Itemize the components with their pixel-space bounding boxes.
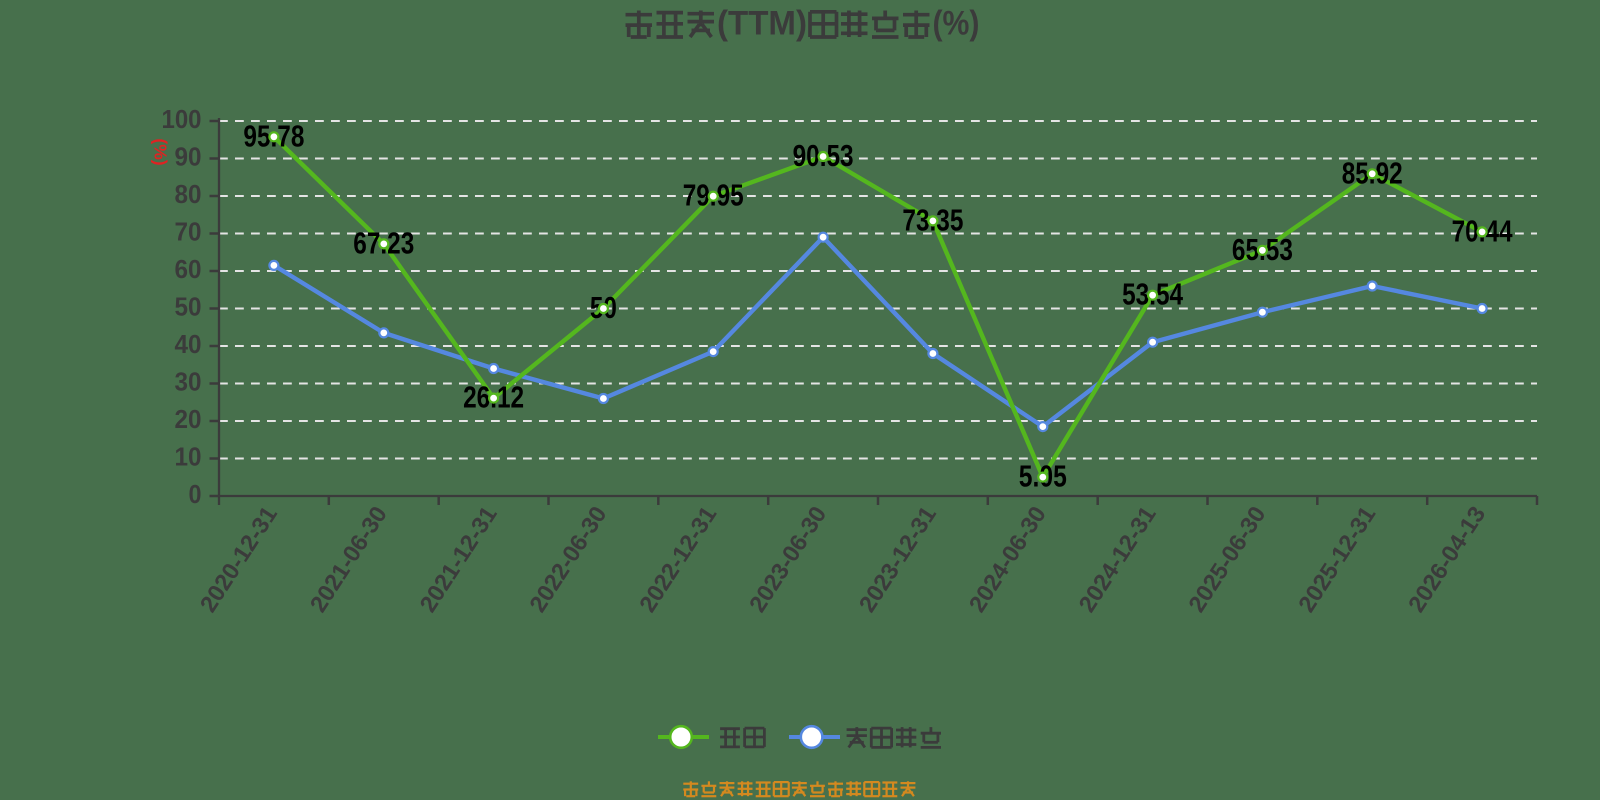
svg-text:(TTM): (TTM) [717,5,807,43]
svg-text:(%): (%) [933,5,980,43]
svg-text:60: 60 [175,254,202,284]
svg-text:(%): (%) [151,138,171,165]
svg-text:40: 40 [175,329,202,359]
svg-text:100: 100 [162,104,202,134]
svg-text:20: 20 [175,404,202,434]
svg-text:90: 90 [175,142,202,172]
svg-text:10: 10 [175,442,202,472]
svg-text:70: 70 [175,217,202,247]
svg-text:50: 50 [175,292,202,322]
svg-text:0: 0 [189,479,202,509]
svg-text:30: 30 [175,367,202,397]
svg-text:80: 80 [175,179,202,209]
